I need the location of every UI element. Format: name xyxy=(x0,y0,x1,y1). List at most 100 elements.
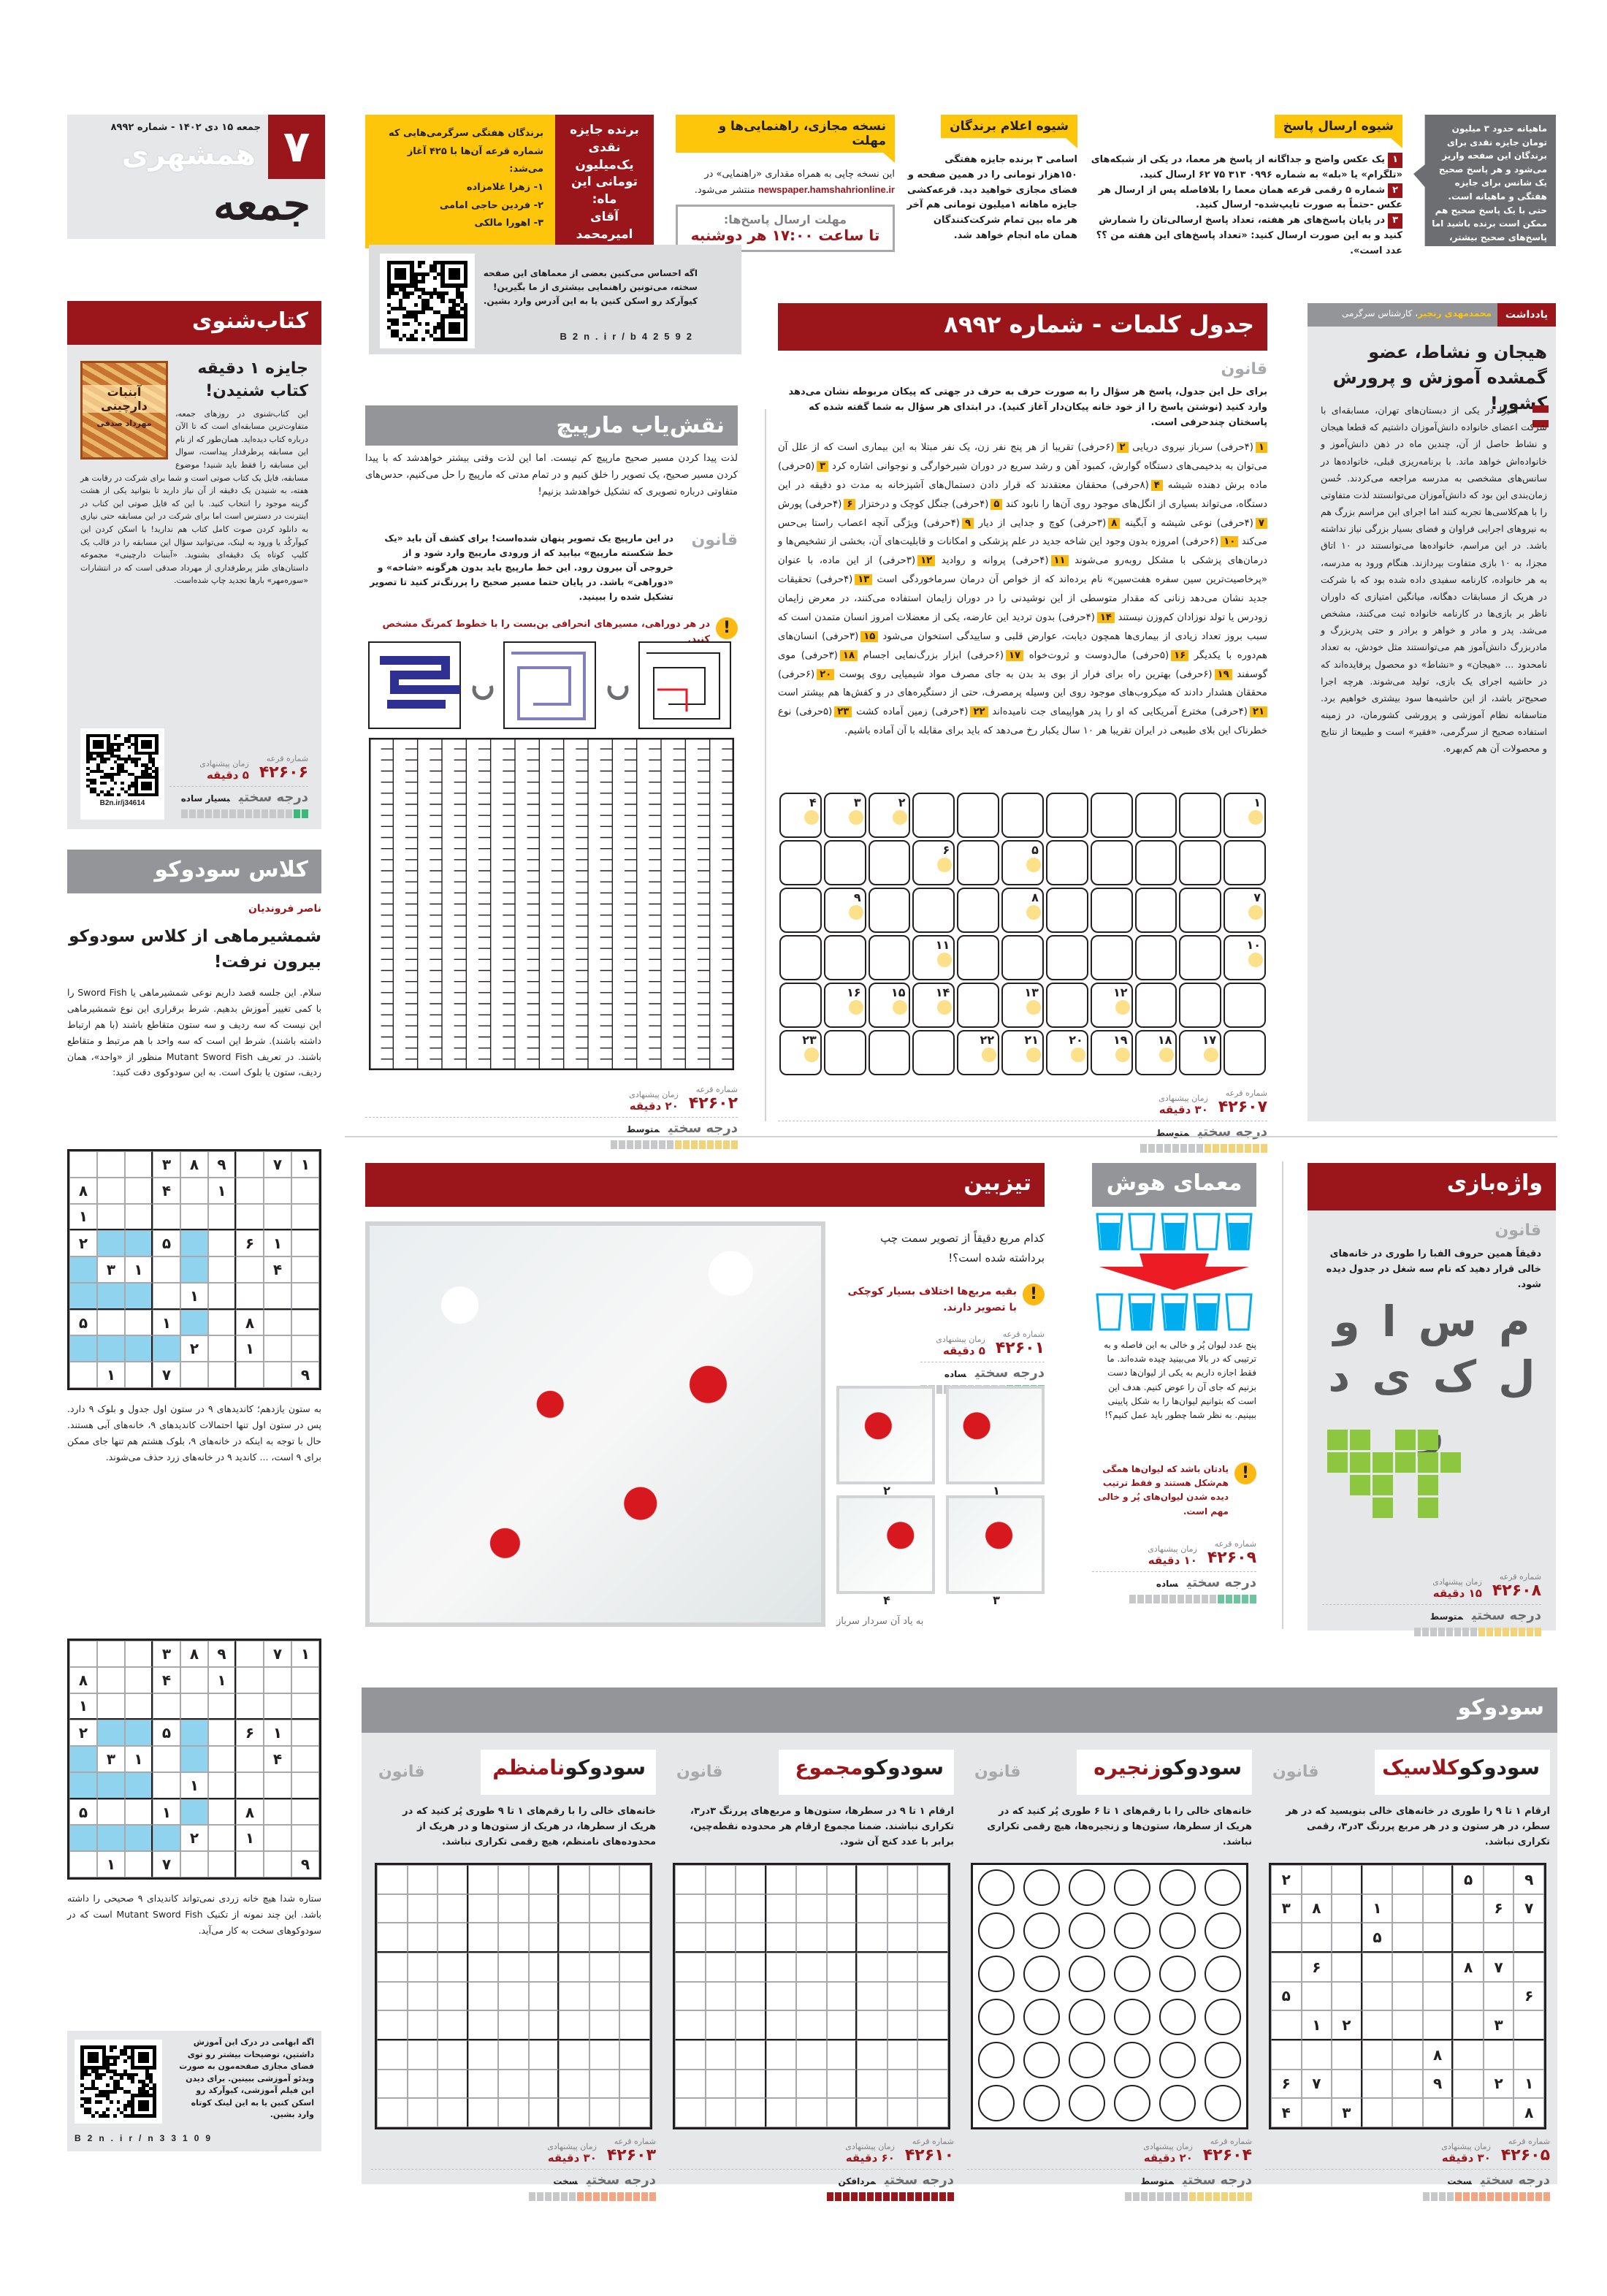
book-qr-link[interactable]: B2n.ir/j34614 xyxy=(99,799,145,807)
sudoku-cell[interactable] xyxy=(97,1693,125,1720)
sudoku-cell[interactable] xyxy=(153,1203,180,1231)
crossword-cell[interactable] xyxy=(1090,840,1133,885)
tizbin-option[interactable]: ۴ xyxy=(836,1495,935,1607)
sudoku-cell[interactable] xyxy=(467,2069,499,2099)
sudoku-cell[interactable] xyxy=(467,1952,499,1982)
sudoku-cell[interactable]: ۵ xyxy=(1453,1865,1484,1894)
sudoku-cell[interactable] xyxy=(736,2069,766,2099)
sudoku-cell[interactable]: ۹ xyxy=(208,1151,236,1178)
sudoku-cell[interactable]: ۷ xyxy=(1301,2069,1332,2099)
sudoku-cell[interactable] xyxy=(69,1641,97,1667)
sudoku-cell[interactable] xyxy=(826,2010,858,2040)
sudoku-cell[interactable] xyxy=(589,1923,620,1953)
sudoku-cell[interactable]: ۱ xyxy=(1301,2010,1332,2040)
crossword-cell[interactable] xyxy=(823,840,866,885)
sudoku-cell[interactable]: ۱ xyxy=(236,1335,264,1362)
sudoku-cell[interactable] xyxy=(1332,1981,1362,2011)
sudoku-cell[interactable]: ۶ xyxy=(1271,2069,1302,2099)
crossword-cell[interactable]: ۶ xyxy=(912,840,955,885)
sudoku-cell[interactable]: ۸ xyxy=(180,1151,208,1178)
sudoku-cell[interactable] xyxy=(125,1771,153,1799)
sudoku-cell[interactable] xyxy=(1271,2010,1302,2040)
sudoku-cell[interactable]: ۲ xyxy=(69,1720,97,1747)
sudoku-cell[interactable] xyxy=(675,1952,706,1982)
sudoku-cell[interactable] xyxy=(208,1720,236,1747)
sudoku-cell[interactable] xyxy=(180,1177,208,1204)
crossword-cell[interactable] xyxy=(1090,793,1133,838)
sudoku-cell[interactable] xyxy=(125,1851,153,1877)
sudoku-cell[interactable]: ۳ xyxy=(97,1746,125,1772)
sudoku-cell[interactable] xyxy=(153,1746,180,1772)
sudoku-class-qr[interactable] xyxy=(75,2040,162,2124)
sudoku-cell[interactable] xyxy=(826,1865,858,1894)
sudoku-cell[interactable] xyxy=(125,1799,153,1826)
sudoku-cell[interactable]: ۱ xyxy=(291,1641,319,1667)
sudoku-cell[interactable] xyxy=(559,1952,589,1982)
sudoku-cell[interactable] xyxy=(559,2069,589,2099)
sudoku-cell[interactable] xyxy=(438,1893,468,1923)
vazhe-cell[interactable] xyxy=(1440,1475,1461,1495)
sudoku-cell[interactable]: ۹ xyxy=(208,1641,236,1667)
sudoku-cell[interactable] xyxy=(1301,1981,1332,2011)
sudoku-cell[interactable]: ۱ xyxy=(1362,1893,1393,1923)
crossword-cell[interactable] xyxy=(1224,840,1266,885)
sudoku-cell[interactable]: ۷ xyxy=(1514,1893,1544,1923)
crossword-cell[interactable] xyxy=(823,935,866,980)
sudoku-cell[interactable] xyxy=(407,2040,438,2070)
sudoku-cell[interactable] xyxy=(407,2098,438,2127)
crossword-cell[interactable] xyxy=(1001,793,1044,838)
sudoku-cell[interactable] xyxy=(467,1865,499,1894)
sudoku-cell[interactable] xyxy=(1453,1981,1484,2011)
sudoku-cell[interactable] xyxy=(377,1981,408,2011)
sudoku-cell[interactable] xyxy=(887,1865,918,1894)
sudoku-cell[interactable]: ۱ xyxy=(69,1693,97,1720)
sudoku-cell[interactable] xyxy=(528,1865,560,1894)
sudoku-cell[interactable] xyxy=(887,2010,918,2040)
sudoku-cell[interactable] xyxy=(766,2040,797,2070)
sudoku-cell[interactable]: ۳ xyxy=(153,1151,180,1178)
sudoku-cell[interactable]: ۸ xyxy=(236,1799,264,1826)
sudoku-cell[interactable] xyxy=(208,1282,236,1310)
sudoku-cell[interactable]: ۱ xyxy=(208,1177,236,1204)
sudoku-cell[interactable] xyxy=(180,1256,208,1283)
sudoku-cell[interactable] xyxy=(675,1981,706,2011)
sudoku-cell[interactable] xyxy=(705,1865,736,1894)
sudoku-cell[interactable] xyxy=(1301,2040,1332,2070)
sudoku-cell[interactable] xyxy=(498,2040,529,2070)
sudoku-cell[interactable] xyxy=(97,1177,125,1204)
sudoku-cell[interactable] xyxy=(887,2098,918,2127)
sudoku-cell[interactable] xyxy=(97,1151,125,1178)
crossword-cell[interactable] xyxy=(957,983,1000,1028)
sudoku-cell[interactable]: ۶ xyxy=(236,1720,264,1747)
sudoku-cell[interactable]: ۴ xyxy=(153,1177,180,1204)
sudoku-cell[interactable] xyxy=(69,1746,97,1772)
vazhe-cell[interactable] xyxy=(1350,1475,1370,1495)
sudoku-cell[interactable] xyxy=(1422,1981,1454,2011)
crossword-cell[interactable]: ۲۰ xyxy=(1045,1030,1088,1075)
crossword-cell[interactable] xyxy=(912,1030,955,1075)
sudoku-cell[interactable] xyxy=(917,1923,948,1953)
sudoku-cell[interactable] xyxy=(208,1693,236,1720)
sudoku-cell[interactable] xyxy=(180,1720,208,1747)
sudoku-cell[interactable] xyxy=(917,2040,948,2070)
sudoku-cell[interactable] xyxy=(917,2069,948,2099)
sudoku-cell[interactable] xyxy=(589,2040,620,2070)
vazhe-cell[interactable] xyxy=(1440,1498,1461,1518)
sudoku-cell[interactable] xyxy=(498,1893,529,1923)
crossword-cell[interactable] xyxy=(1045,793,1088,838)
vazhe-cell[interactable] xyxy=(1350,1498,1370,1518)
sudoku-cell[interactable] xyxy=(857,2010,888,2040)
sudoku-cell[interactable] xyxy=(619,2010,650,2040)
sudoku-cell[interactable] xyxy=(1392,2040,1423,2070)
sudoku-cell[interactable] xyxy=(736,1952,766,1982)
sudoku-cell[interactable] xyxy=(264,1309,291,1336)
sudoku-cell[interactable] xyxy=(69,1851,97,1877)
vazhe-cell[interactable] xyxy=(1373,1430,1393,1450)
sudoku-cell[interactable] xyxy=(796,1981,827,2011)
sudoku-cell[interactable] xyxy=(1392,1923,1423,1953)
sudoku-cell[interactable] xyxy=(498,1981,529,2011)
sudoku-cell[interactable] xyxy=(1483,1923,1514,1953)
sudoku-cell[interactable] xyxy=(407,1893,438,1923)
sudoku-cell[interactable] xyxy=(917,1952,948,1982)
sudoku-cell[interactable] xyxy=(208,1825,236,1852)
